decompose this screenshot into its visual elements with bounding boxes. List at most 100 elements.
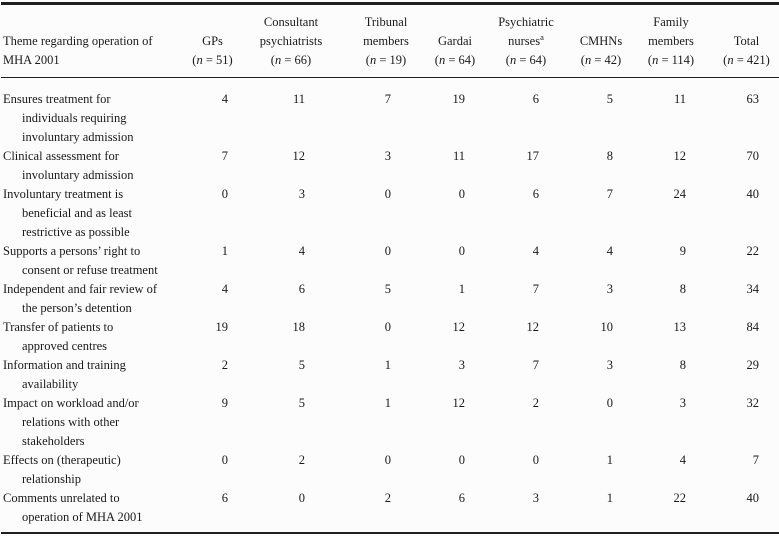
table-row: Supports a persons’ right to consent or r…: [1, 242, 779, 280]
value-cell: 63: [746, 92, 760, 106]
value-cell: 3: [298, 187, 305, 201]
theme-cell: Impact on workload and/or relations with …: [1, 394, 184, 451]
theme-line: Clinical assessment for: [3, 149, 119, 163]
theme-line: Independent and fair review of: [3, 282, 158, 296]
footnote-marker: a: [540, 31, 544, 42]
value-cell: 40: [746, 187, 760, 201]
value-cell: 7: [752, 453, 759, 467]
theme-line: Comments unrelated to: [3, 491, 120, 505]
value-cell: 4: [221, 92, 228, 106]
value-cell: 4: [532, 244, 539, 258]
theme-line: Impact on workload and/or: [3, 396, 139, 410]
col-header-line: nursesa: [508, 31, 544, 48]
value-cell: 0: [384, 187, 391, 201]
value-cell: 84: [746, 320, 760, 334]
value-cell: 0: [606, 396, 613, 410]
theme-line: the person’s detention: [22, 301, 132, 315]
col-header-line: Consultant: [263, 15, 319, 29]
value-cell: 4: [679, 453, 686, 467]
value-cell: 70: [746, 149, 760, 163]
value-cell: 22: [673, 491, 687, 505]
col-header-line: GPs: [202, 34, 223, 48]
col-header-line: psychiatrists: [259, 34, 323, 48]
col-header-line: Total: [733, 34, 760, 48]
value-cell: 0: [298, 491, 305, 505]
table-body: Ensures treatment for individuals requiri…: [1, 78, 779, 534]
value-cell: 0: [221, 187, 228, 201]
value-cell: 7: [606, 187, 613, 201]
theme-line: operation of MHA 2001: [22, 510, 143, 524]
theme-cell: Supports a persons’ right to consent or r…: [1, 242, 184, 280]
theme-cell: Comments unrelated to operation of MHA 20…: [1, 489, 184, 533]
col-header-tribunal-members: Tribunal members (n = 19): [341, 3, 431, 78]
value-cell: 6: [532, 92, 539, 106]
value-cell: 11: [452, 149, 465, 163]
table-row: Effects on (therapeutic) relationship 0 2 0 0…: [1, 451, 779, 489]
theme-line: Involuntary treatment is: [3, 187, 124, 201]
value-cell: 7: [532, 282, 539, 296]
value-cell: 11: [673, 92, 686, 106]
value-cell: 6: [532, 187, 539, 201]
theme-line: individuals requiring: [22, 111, 127, 125]
value-cell: 4: [606, 244, 613, 258]
value-cell: 19: [452, 92, 466, 106]
theme-line: Effects on (therapeutic): [3, 453, 121, 467]
theme-line: Ensures treatment for: [3, 92, 111, 106]
value-cell: 4: [221, 282, 228, 296]
theme-header-line: MHA 2001: [3, 53, 60, 67]
value-cell: 1: [221, 244, 228, 258]
value-cell: 5: [606, 92, 613, 106]
theme-line: beneficial and as least: [22, 206, 133, 220]
value-cell: 7: [221, 149, 228, 163]
value-cell: 9: [221, 396, 228, 410]
theme-cell: Information and training availability: [1, 356, 184, 394]
theme-line: availability: [22, 377, 79, 391]
value-cell: 0: [532, 453, 539, 467]
value-cell: 29: [746, 358, 760, 372]
theme-line: Supports a persons’ right to: [3, 244, 141, 258]
theme-header-line: Theme regarding operation of: [3, 34, 153, 48]
col-header-n: (n = 421): [723, 53, 770, 67]
theme-line: stakeholders: [22, 434, 85, 448]
value-cell: 12: [292, 149, 306, 163]
value-cell: 5: [298, 396, 305, 410]
theme-line: relationship: [22, 472, 82, 486]
value-cell: 19: [215, 320, 229, 334]
theme-line: involuntary admission: [22, 168, 134, 182]
header-row: Theme regarding operation of MHA 2001 GP…: [1, 3, 779, 78]
col-header-n: (n = 64): [434, 53, 476, 67]
value-cell: 0: [458, 453, 465, 467]
theme-line: restrictive as possible: [22, 225, 130, 239]
value-cell: 6: [298, 282, 305, 296]
theme-line: approved centres: [22, 339, 108, 353]
value-cell: 3: [384, 149, 391, 163]
theme-line: consent or refuse treatment: [22, 263, 158, 277]
value-cell: 40: [746, 491, 760, 505]
table-row: Clinical assessment for involuntary admis…: [1, 147, 779, 185]
value-cell: 2: [221, 358, 228, 372]
value-cell: 12: [452, 396, 466, 410]
col-header-gardai: Gardai (n = 64): [431, 3, 479, 78]
value-cell: 1: [384, 396, 391, 410]
value-cell: 10: [600, 320, 614, 334]
theme-line: relations with other: [22, 415, 120, 429]
value-cell: 0: [384, 320, 391, 334]
value-cell: 5: [384, 282, 391, 296]
col-header-line: Psychiatric: [498, 15, 554, 29]
col-header-psychiatric-nurses: Psychiatric nursesa (n = 64): [479, 3, 573, 78]
value-cell: 2: [384, 491, 391, 505]
col-header-cmhns: CMHNs (n = 42): [573, 3, 629, 78]
theme-cell: Clinical assessment for involuntary admis…: [1, 147, 184, 185]
col-header-line: Family: [653, 15, 689, 29]
value-cell: 24: [673, 187, 687, 201]
value-cell: 7: [532, 358, 539, 372]
value-cell: 3: [458, 358, 465, 372]
theme-cell: Independent and fair review of the person…: [1, 280, 184, 318]
value-cell: 1: [606, 491, 613, 505]
value-cell: 12: [526, 320, 540, 334]
value-cell: 8: [679, 358, 686, 372]
col-header-line: Gardai: [437, 34, 472, 48]
value-cell: 6: [221, 491, 228, 505]
value-cell: 6: [458, 491, 465, 505]
